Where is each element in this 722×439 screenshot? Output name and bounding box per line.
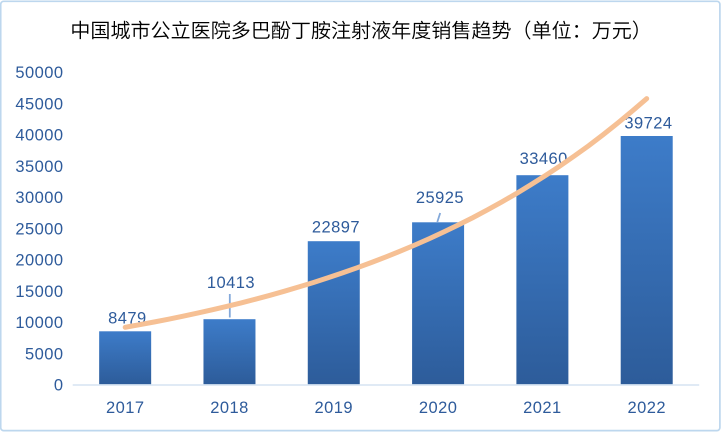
svg-text:5000: 5000 [25,345,64,363]
svg-text:2022: 2022 [627,399,666,417]
svg-text:2021: 2021 [523,399,562,417]
svg-text:2019: 2019 [315,399,354,417]
svg-text:10413: 10413 [207,274,255,292]
svg-text:39724: 39724 [624,114,672,132]
svg-text:30000: 30000 [15,189,63,207]
svg-text:2017: 2017 [106,399,145,417]
svg-text:2018: 2018 [210,399,249,417]
svg-text:15000: 15000 [15,283,63,301]
svg-text:40000: 40000 [15,127,63,145]
svg-text:10000: 10000 [15,314,63,332]
svg-text:33460: 33460 [520,150,568,168]
svg-text:25925: 25925 [416,189,464,207]
svg-text:2020: 2020 [419,399,458,417]
svg-text:35000: 35000 [15,158,63,176]
svg-text:0: 0 [54,377,64,395]
svg-text:45000: 45000 [15,95,63,113]
svg-text:20000: 20000 [15,252,63,270]
svg-text:50000: 50000 [15,64,63,82]
svg-text:22897: 22897 [312,218,360,236]
svg-text:25000: 25000 [15,220,63,238]
